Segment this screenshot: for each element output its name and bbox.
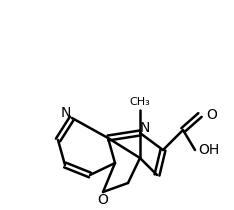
Text: N: N: [61, 106, 71, 120]
Text: CH₃: CH₃: [130, 97, 150, 107]
Text: N: N: [140, 121, 150, 135]
Text: O: O: [207, 108, 217, 122]
Text: OH: OH: [198, 143, 220, 157]
Text: O: O: [98, 193, 108, 207]
